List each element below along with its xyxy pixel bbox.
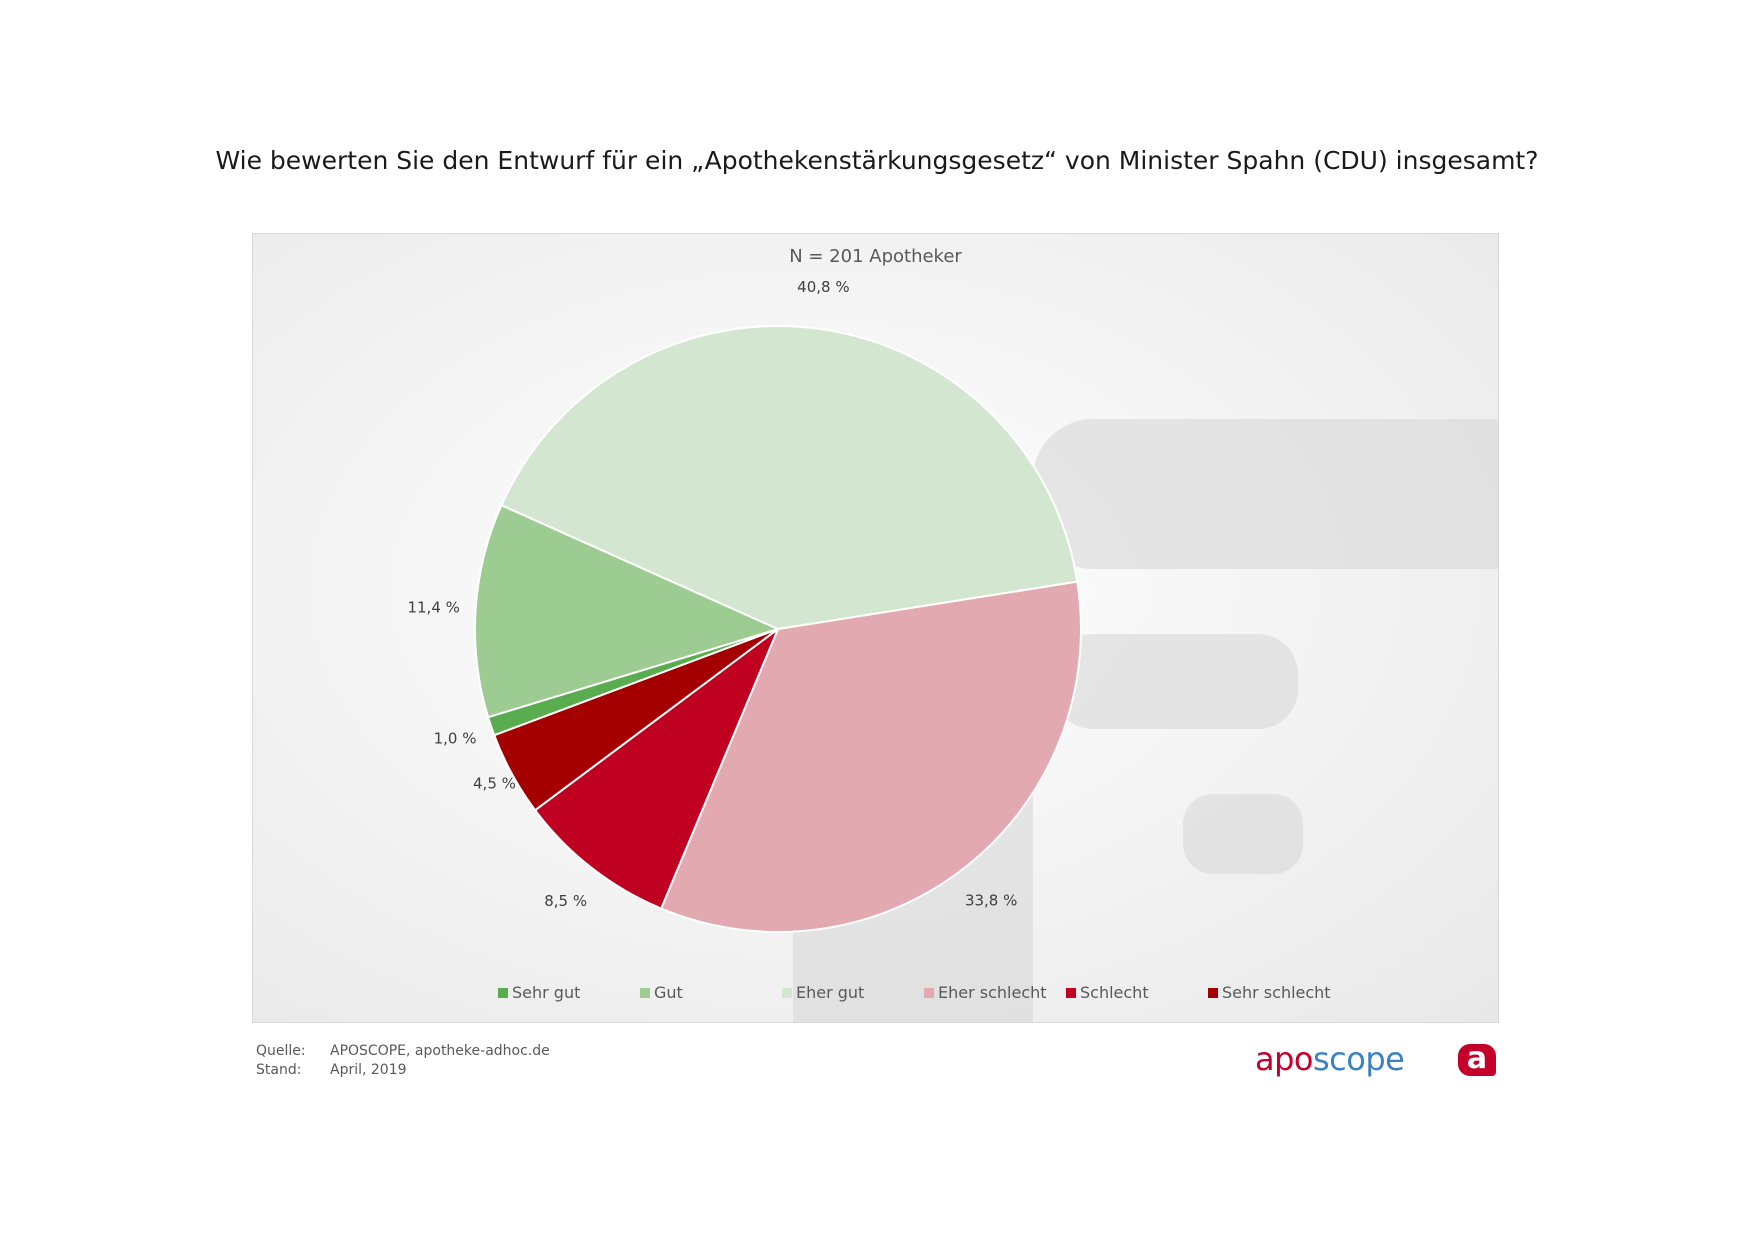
legend-swatch	[924, 987, 934, 998]
pie-slice-eher-gut	[500, 325, 1079, 631]
legend-swatch	[498, 987, 508, 998]
pie-slice-schlecht	[533, 626, 781, 910]
date-label: Stand:	[256, 1062, 302, 1078]
legend-label: Schlecht	[1080, 983, 1149, 1002]
aposcope-logo: aposcope	[1255, 1040, 1405, 1078]
source-label: Quelle:	[256, 1043, 306, 1059]
legend-label: Gut	[654, 983, 683, 1002]
legend-item-gut: Gut	[640, 983, 683, 1002]
watermark-shape	[1053, 634, 1298, 729]
logo-text-scope: scope	[1313, 1040, 1405, 1078]
pie-slice-gut	[474, 503, 781, 719]
data-label-eher-schlecht: 33,8 %	[965, 891, 1017, 909]
legend-label: Eher schlecht	[938, 983, 1047, 1002]
legend: Sehr gut Gut Eher gut Eher schlecht Schlecht…	[253, 983, 1498, 1007]
legend-swatch	[1066, 987, 1076, 998]
legend-swatch	[782, 987, 792, 998]
legend-swatch	[640, 987, 650, 998]
legend-item-sehr-schlecht: Sehr schlecht	[1208, 983, 1331, 1002]
legend-item-eher-schlecht: Eher schlecht	[924, 983, 1047, 1002]
legend-item-schlecht: Schlecht	[1066, 983, 1149, 1002]
source-value: APOSCOPE, apotheke-adhoc.de	[330, 1043, 550, 1059]
pie-chart: 33,8 % 8,5 % 4,5 % 1,0 % 11,4 % 40,8 %	[407, 278, 1082, 933]
chart-title: Wie bewerten Sie den Entwurf für ein „Ap…	[215, 146, 1539, 175]
data-label-schlecht: 8,5 %	[544, 892, 587, 910]
legend-item-sehr-gut: Sehr gut	[498, 983, 580, 1002]
legend-label: Sehr schlecht	[1222, 983, 1331, 1002]
watermark-shape	[1183, 794, 1303, 874]
legend-label: Sehr gut	[512, 983, 581, 1002]
logo-text-apo: apo	[1255, 1040, 1314, 1078]
plot-area: N = 201 Apotheker 33,8 % 8,5 % 4,5 % 1,0 % 1…	[252, 233, 1499, 1023]
data-label-eher-gut: 40,8 %	[797, 278, 849, 296]
legend-label: Eher gut	[796, 983, 865, 1002]
data-label-gut: 11,4 %	[407, 598, 459, 616]
watermark-shape	[1033, 419, 1498, 569]
apotheke-adhoc-logo-icon: a	[1458, 1044, 1496, 1076]
data-label-sehr-schlecht: 4,5 %	[473, 775, 516, 793]
date-value: April, 2019	[330, 1062, 407, 1078]
data-label-sehr-gut: 1,0 %	[434, 729, 477, 747]
pie-slice-eher-schlecht	[659, 580, 1082, 933]
legend-item-eher-gut: Eher gut	[782, 983, 864, 1002]
legend-swatch	[1208, 987, 1218, 998]
chart-subtitle: N = 201 Apotheker	[789, 246, 962, 267]
